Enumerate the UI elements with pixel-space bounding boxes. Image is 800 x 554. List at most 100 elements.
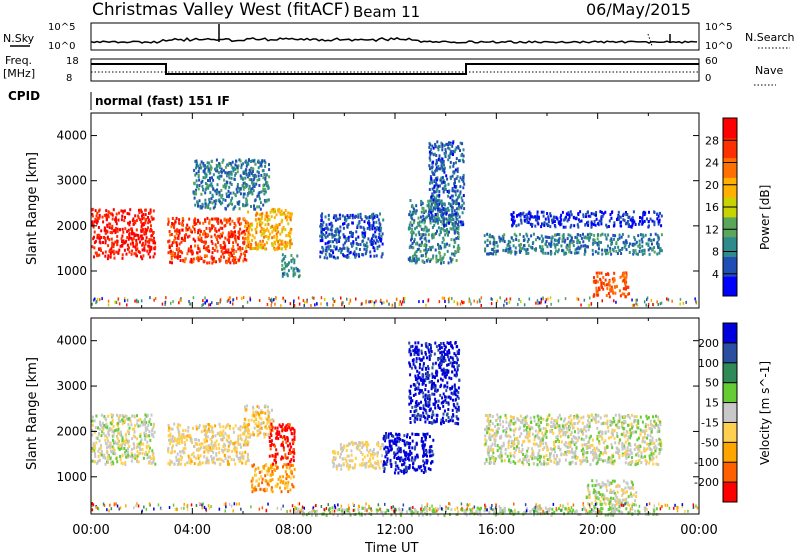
velocity-cell — [152, 456, 155, 460]
velocity-cell — [153, 430, 156, 434]
power-cell — [640, 233, 643, 237]
power-cell — [229, 191, 232, 195]
power-cell — [130, 236, 133, 240]
power-cell — [583, 252, 586, 256]
power-cell — [511, 219, 514, 222]
velocity-cell — [284, 429, 287, 432]
power-cell — [324, 235, 327, 239]
power-cell — [440, 215, 443, 219]
power-cell — [197, 238, 200, 242]
velocity-cell — [133, 443, 136, 447]
power-cell — [440, 160, 442, 164]
power-band-cell — [443, 296, 445, 300]
power-cell — [245, 164, 248, 168]
velocity-cell — [280, 490, 283, 494]
velocity-cell — [95, 414, 98, 418]
power-cell — [574, 248, 577, 252]
power-cell — [588, 232, 591, 236]
power-cell — [205, 204, 208, 208]
power-cell — [567, 211, 570, 215]
velocity-cell — [112, 424, 115, 428]
power-cell — [457, 235, 460, 239]
power-cell — [598, 288, 601, 292]
power-cell — [415, 209, 418, 213]
power-cell — [147, 218, 150, 222]
power-band-cell — [461, 300, 463, 304]
power-cell — [584, 235, 587, 239]
power-cell — [437, 244, 440, 248]
velocity-cell — [182, 447, 185, 451]
power-cell — [199, 163, 202, 167]
power-band-cell — [453, 300, 455, 304]
power-band-cell — [448, 300, 450, 304]
velocity-cell — [110, 461, 113, 465]
power-cell — [363, 220, 366, 224]
power-cell — [379, 212, 381, 216]
power-cell — [626, 213, 629, 216]
velocity-cell — [282, 446, 285, 450]
power-band-cell — [660, 301, 663, 305]
power-cell — [137, 237, 140, 241]
power-cell — [563, 240, 566, 244]
power-cell — [379, 237, 381, 241]
velocity-cell — [337, 452, 340, 455]
power-cell — [243, 237, 246, 241]
power-cell — [440, 199, 443, 203]
power-cell — [117, 218, 120, 222]
power-cell — [643, 251, 646, 255]
power-cell — [606, 248, 609, 252]
velocity-cell — [384, 439, 387, 443]
power-cell — [439, 167, 441, 171]
velocity-cell — [237, 427, 240, 431]
velocity-cell — [397, 455, 400, 459]
power-cell — [541, 245, 544, 249]
power-cell — [354, 255, 357, 259]
power-cell — [457, 232, 460, 235]
power-cell — [236, 170, 239, 174]
velocity-cell — [375, 466, 378, 470]
power-cell — [459, 141, 462, 145]
power-cell — [240, 252, 243, 256]
power-cell — [170, 225, 173, 229]
power-cell — [419, 237, 422, 241]
power-cell — [274, 228, 277, 232]
velocity-cell — [100, 444, 102, 448]
velocity-cell — [167, 450, 170, 454]
power-band-cell — [266, 303, 269, 306]
power-cell — [195, 171, 198, 175]
power-cell — [129, 227, 132, 231]
power-cell — [576, 233, 579, 237]
power-cell — [417, 223, 420, 227]
velocity-cell — [385, 453, 388, 457]
velocity-cell — [410, 451, 413, 455]
power-cell — [239, 255, 242, 259]
power-band-cell — [149, 296, 151, 300]
power-cell — [193, 192, 196, 196]
power-cell — [217, 221, 220, 225]
power-band-cell — [326, 303, 329, 307]
power-cell — [225, 218, 228, 222]
velocity-cell — [396, 451, 399, 455]
power-cell — [453, 209, 456, 213]
power-cell — [183, 260, 186, 264]
power-cell — [420, 254, 423, 258]
velocity-cell — [280, 479, 283, 483]
power-cell — [196, 255, 199, 259]
nave-tick-bottom: 0 — [705, 73, 711, 84]
power-cell — [227, 231, 230, 235]
power-cell — [212, 178, 215, 182]
power-cell — [373, 215, 376, 219]
velocity-cell — [109, 442, 112, 445]
power-cell — [433, 195, 436, 199]
velocity-cell — [247, 418, 250, 422]
power-cell — [462, 160, 465, 164]
velocity-cell — [108, 433, 111, 437]
power-cell — [198, 166, 201, 170]
power-band-cell — [404, 296, 406, 300]
power-cell — [363, 231, 366, 235]
velocity-cell — [148, 450, 151, 454]
velocity-cell — [289, 442, 292, 446]
velocity-cell — [222, 449, 225, 453]
power-cell — [554, 245, 557, 249]
velocity-cell — [333, 462, 335, 466]
